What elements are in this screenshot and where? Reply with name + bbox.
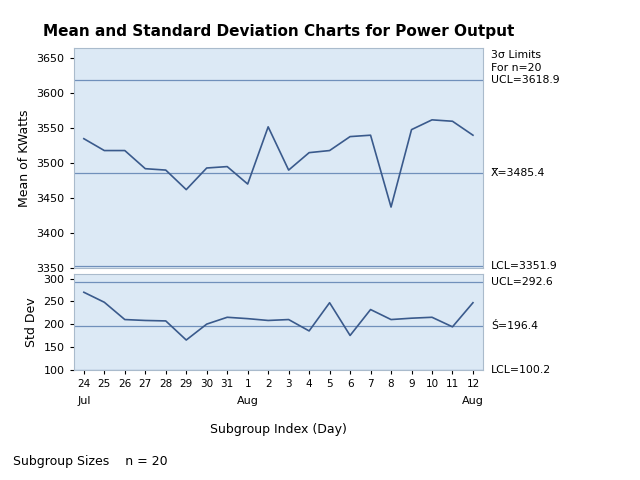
Text: LCL=3351.9: LCL=3351.9	[491, 262, 557, 271]
Text: Aug: Aug	[237, 396, 259, 406]
Text: 3σ Limits
For n=20: 3σ Limits For n=20	[491, 50, 541, 73]
Text: Subgroup Index (Day): Subgroup Index (Day)	[210, 423, 347, 436]
Text: UCL=3618.9: UCL=3618.9	[491, 75, 559, 85]
Y-axis label: Std Dev: Std Dev	[25, 297, 38, 347]
Text: LCL=100.2: LCL=100.2	[491, 364, 551, 374]
Text: UCL=292.6: UCL=292.6	[491, 277, 552, 287]
Text: Mean and Standard Deviation Charts for Power Output: Mean and Standard Deviation Charts for P…	[43, 24, 514, 39]
Text: Jul: Jul	[77, 396, 91, 406]
Text: X̅=3485.4: X̅=3485.4	[491, 168, 545, 178]
Text: Ś=196.4: Ś=196.4	[491, 321, 538, 331]
Text: Aug: Aug	[462, 396, 484, 406]
Text: Subgroup Sizes    n = 20: Subgroup Sizes n = 20	[13, 455, 168, 468]
Y-axis label: Mean of KWatts: Mean of KWatts	[18, 109, 31, 206]
